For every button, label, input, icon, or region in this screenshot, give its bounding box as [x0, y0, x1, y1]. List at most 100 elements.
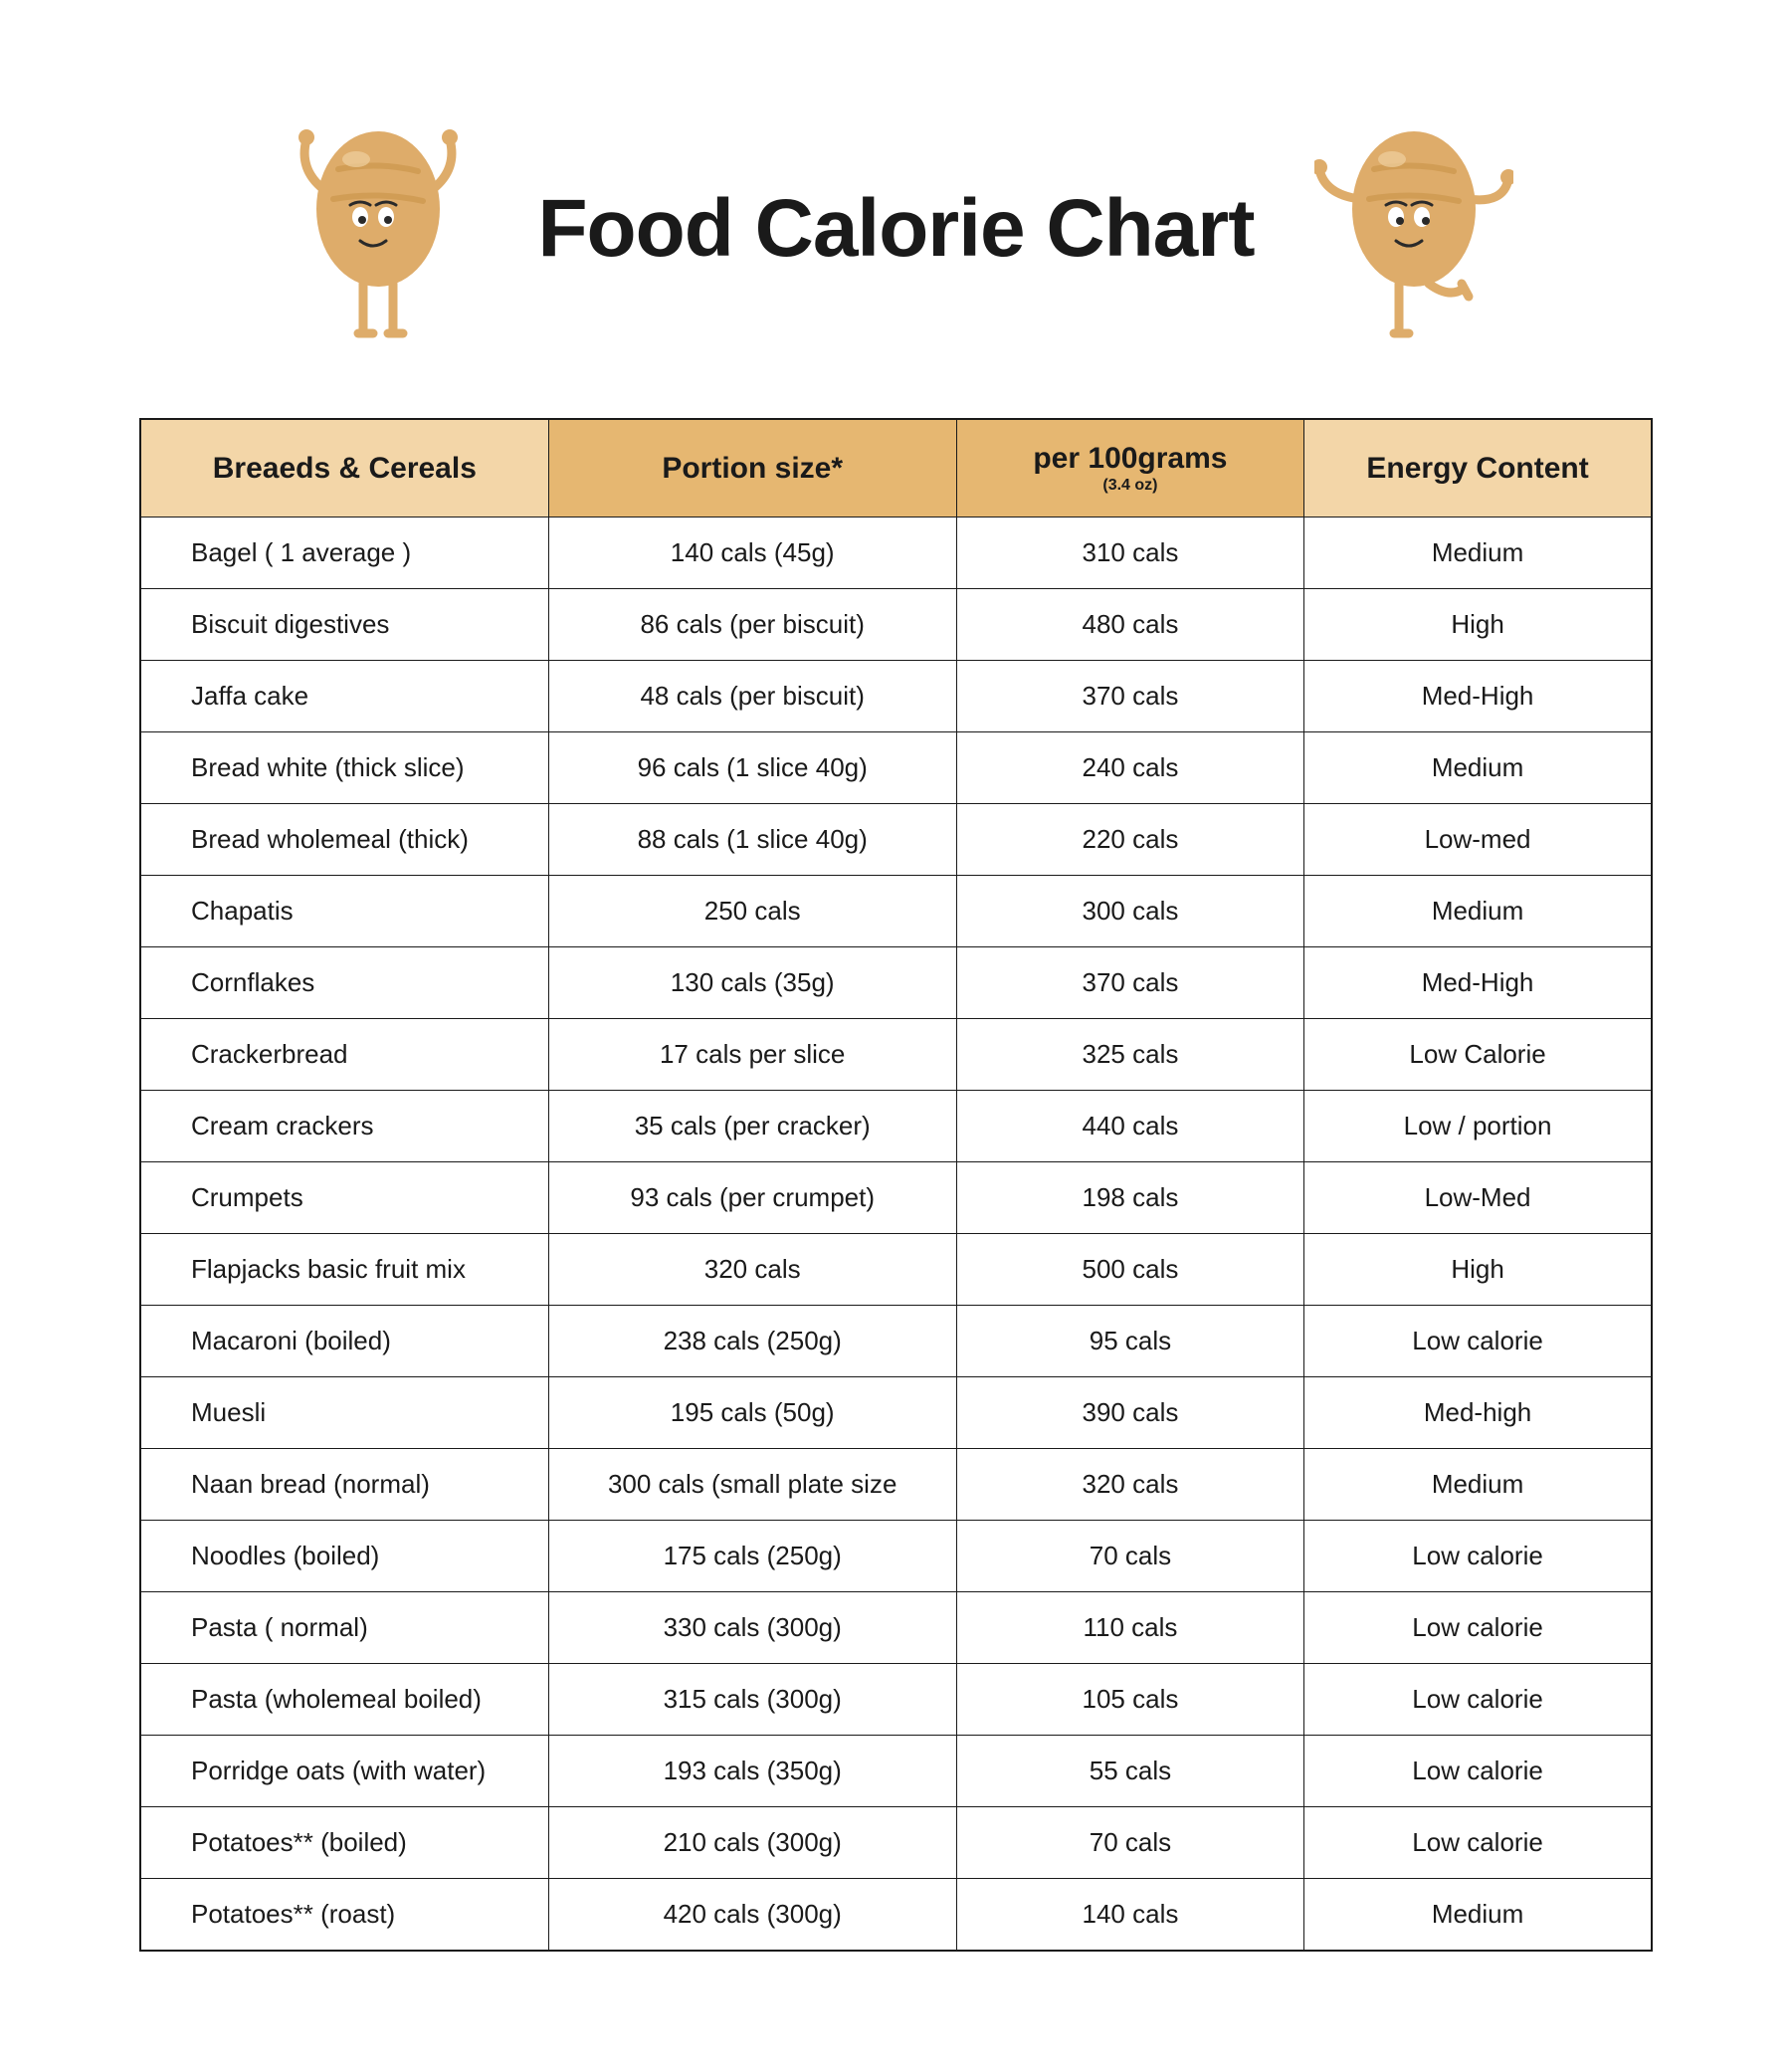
table-cell: Macaroni (boiled)	[140, 1305, 548, 1376]
column-header-3: Energy Content	[1304, 419, 1652, 517]
table-cell: Muesli	[140, 1376, 548, 1448]
table-cell: Noodles (boiled)	[140, 1520, 548, 1591]
table-cell: 48 cals (per biscuit)	[548, 660, 956, 731]
table-row: Bagel ( 1 average )140 cals (45g)310 cal…	[140, 517, 1652, 588]
table-row: Flapjacks basic fruit mix320 cals500 cal…	[140, 1233, 1652, 1305]
table-cell: Low-med	[1304, 803, 1652, 875]
table-cell: 70 cals	[956, 1520, 1303, 1591]
table-row: Crackerbread17 cals per slice325 calsLow…	[140, 1018, 1652, 1090]
table-cell: 238 cals (250g)	[548, 1305, 956, 1376]
table-cell: 140 cals	[956, 1878, 1303, 1951]
table-cell: 35 cals (per cracker)	[548, 1090, 956, 1161]
table-cell: Med-High	[1304, 660, 1652, 731]
table-cell: Pasta (wholemeal boiled)	[140, 1663, 548, 1735]
table-cell: Bagel ( 1 average )	[140, 517, 548, 588]
table-cell: 210 cals (300g)	[548, 1806, 956, 1878]
table-cell: Medium	[1304, 1448, 1652, 1520]
table-cell: 70 cals	[956, 1806, 1303, 1878]
table-cell: Low calorie	[1304, 1663, 1652, 1735]
table-row: Potatoes** (roast)420 cals (300g)140 cal…	[140, 1878, 1652, 1951]
table-cell: Jaffa cake	[140, 660, 548, 731]
table-cell: Naan bread (normal)	[140, 1448, 548, 1520]
table-cell: 193 cals (350g)	[548, 1735, 956, 1806]
potato-right-icon	[1314, 100, 1513, 358]
table-cell: 420 cals (300g)	[548, 1878, 956, 1951]
table-cell: Low calorie	[1304, 1735, 1652, 1806]
table-cell: Med-high	[1304, 1376, 1652, 1448]
table-cell: High	[1304, 588, 1652, 660]
table-cell: 96 cals (1 slice 40g)	[548, 731, 956, 803]
table-row: Porridge oats (with water)193 cals (350g…	[140, 1735, 1652, 1806]
table-cell: Low calorie	[1304, 1305, 1652, 1376]
table-cell: Cornflakes	[140, 946, 548, 1018]
table-cell: 370 cals	[956, 946, 1303, 1018]
table-cell: Low calorie	[1304, 1591, 1652, 1663]
table-cell: 370 cals	[956, 660, 1303, 731]
table-cell: 105 cals	[956, 1663, 1303, 1735]
table-cell: 86 cals (per biscuit)	[548, 588, 956, 660]
column-header-1: Portion size*	[548, 419, 956, 517]
table-cell: 55 cals	[956, 1735, 1303, 1806]
table-cell: Pasta ( normal)	[140, 1591, 548, 1663]
column-header-0: Breaeds & Cereals	[140, 419, 548, 517]
table-cell: 325 cals	[956, 1018, 1303, 1090]
table-cell: Cream crackers	[140, 1090, 548, 1161]
table-cell: 315 cals (300g)	[548, 1663, 956, 1735]
table-cell: Medium	[1304, 731, 1652, 803]
table-cell: Medium	[1304, 875, 1652, 946]
table-cell: 300 cals	[956, 875, 1303, 946]
table-cell: Med-High	[1304, 946, 1652, 1018]
table-cell: 88 cals (1 slice 40g)	[548, 803, 956, 875]
table-cell: 390 cals	[956, 1376, 1303, 1448]
table-cell: Potatoes** (boiled)	[140, 1806, 548, 1878]
column-header-sub: (3.4 oz)	[967, 477, 1294, 495]
table-cell: 95 cals	[956, 1305, 1303, 1376]
table-row: Muesli195 cals (50g)390 calsMed-high	[140, 1376, 1652, 1448]
table-cell: 330 cals (300g)	[548, 1591, 956, 1663]
table-row: Bread wholemeal (thick)88 cals (1 slice …	[140, 803, 1652, 875]
table-cell: Low / portion	[1304, 1090, 1652, 1161]
table-cell: 140 cals (45g)	[548, 517, 956, 588]
table-cell: 440 cals	[956, 1090, 1303, 1161]
table-row: Pasta (wholemeal boiled)315 cals (300g)1…	[140, 1663, 1652, 1735]
table-cell: Medium	[1304, 1878, 1652, 1951]
table-cell: 110 cals	[956, 1591, 1303, 1663]
potato-left-icon	[279, 100, 478, 358]
table-cell: Medium	[1304, 517, 1652, 588]
table-cell: Bread white (thick slice)	[140, 731, 548, 803]
table-row: Bread white (thick slice)96 cals (1 slic…	[140, 731, 1652, 803]
table-row: Noodles (boiled)175 cals (250g)70 calsLo…	[140, 1520, 1652, 1591]
table-cell: 240 cals	[956, 731, 1303, 803]
table-cell: Low Calorie	[1304, 1018, 1652, 1090]
table-cell: Crumpets	[140, 1161, 548, 1233]
table-cell: 198 cals	[956, 1161, 1303, 1233]
table-cell: Biscuit digestives	[140, 588, 548, 660]
table-cell: High	[1304, 1233, 1652, 1305]
table-row: Chapatis250 cals300 calsMedium	[140, 875, 1652, 946]
table-cell: 480 cals	[956, 588, 1303, 660]
table-cell: 320 cals	[548, 1233, 956, 1305]
table-row: Crumpets93 cals (per crumpet)198 calsLow…	[140, 1161, 1652, 1233]
table-cell: 130 cals (35g)	[548, 946, 956, 1018]
table-body: Bagel ( 1 average )140 cals (45g)310 cal…	[140, 517, 1652, 1951]
table-row: Jaffa cake48 cals (per biscuit)370 calsM…	[140, 660, 1652, 731]
table-row: Cream crackers35 cals (per cracker)440 c…	[140, 1090, 1652, 1161]
page-title: Food Calorie Chart	[537, 182, 1254, 276]
table-cell: 320 cals	[956, 1448, 1303, 1520]
table-cell: 500 cals	[956, 1233, 1303, 1305]
table-row: Macaroni (boiled)238 cals (250g)95 calsL…	[140, 1305, 1652, 1376]
table-cell: 17 cals per slice	[548, 1018, 956, 1090]
calorie-table: Breaeds & CerealsPortion size*per 100gra…	[139, 418, 1653, 1952]
table-row: Naan bread (normal)300 cals (small plate…	[140, 1448, 1652, 1520]
table-cell: 195 cals (50g)	[548, 1376, 956, 1448]
table-cell: Low calorie	[1304, 1806, 1652, 1878]
table-cell: 310 cals	[956, 517, 1303, 588]
table-cell: Flapjacks basic fruit mix	[140, 1233, 548, 1305]
table-cell: 93 cals (per crumpet)	[548, 1161, 956, 1233]
table-cell: Low-Med	[1304, 1161, 1652, 1233]
table-cell: Crackerbread	[140, 1018, 548, 1090]
table-cell: Low calorie	[1304, 1520, 1652, 1591]
table-cell: Chapatis	[140, 875, 548, 946]
table-cell: Potatoes** (roast)	[140, 1878, 548, 1951]
table-cell: 175 cals (250g)	[548, 1520, 956, 1591]
